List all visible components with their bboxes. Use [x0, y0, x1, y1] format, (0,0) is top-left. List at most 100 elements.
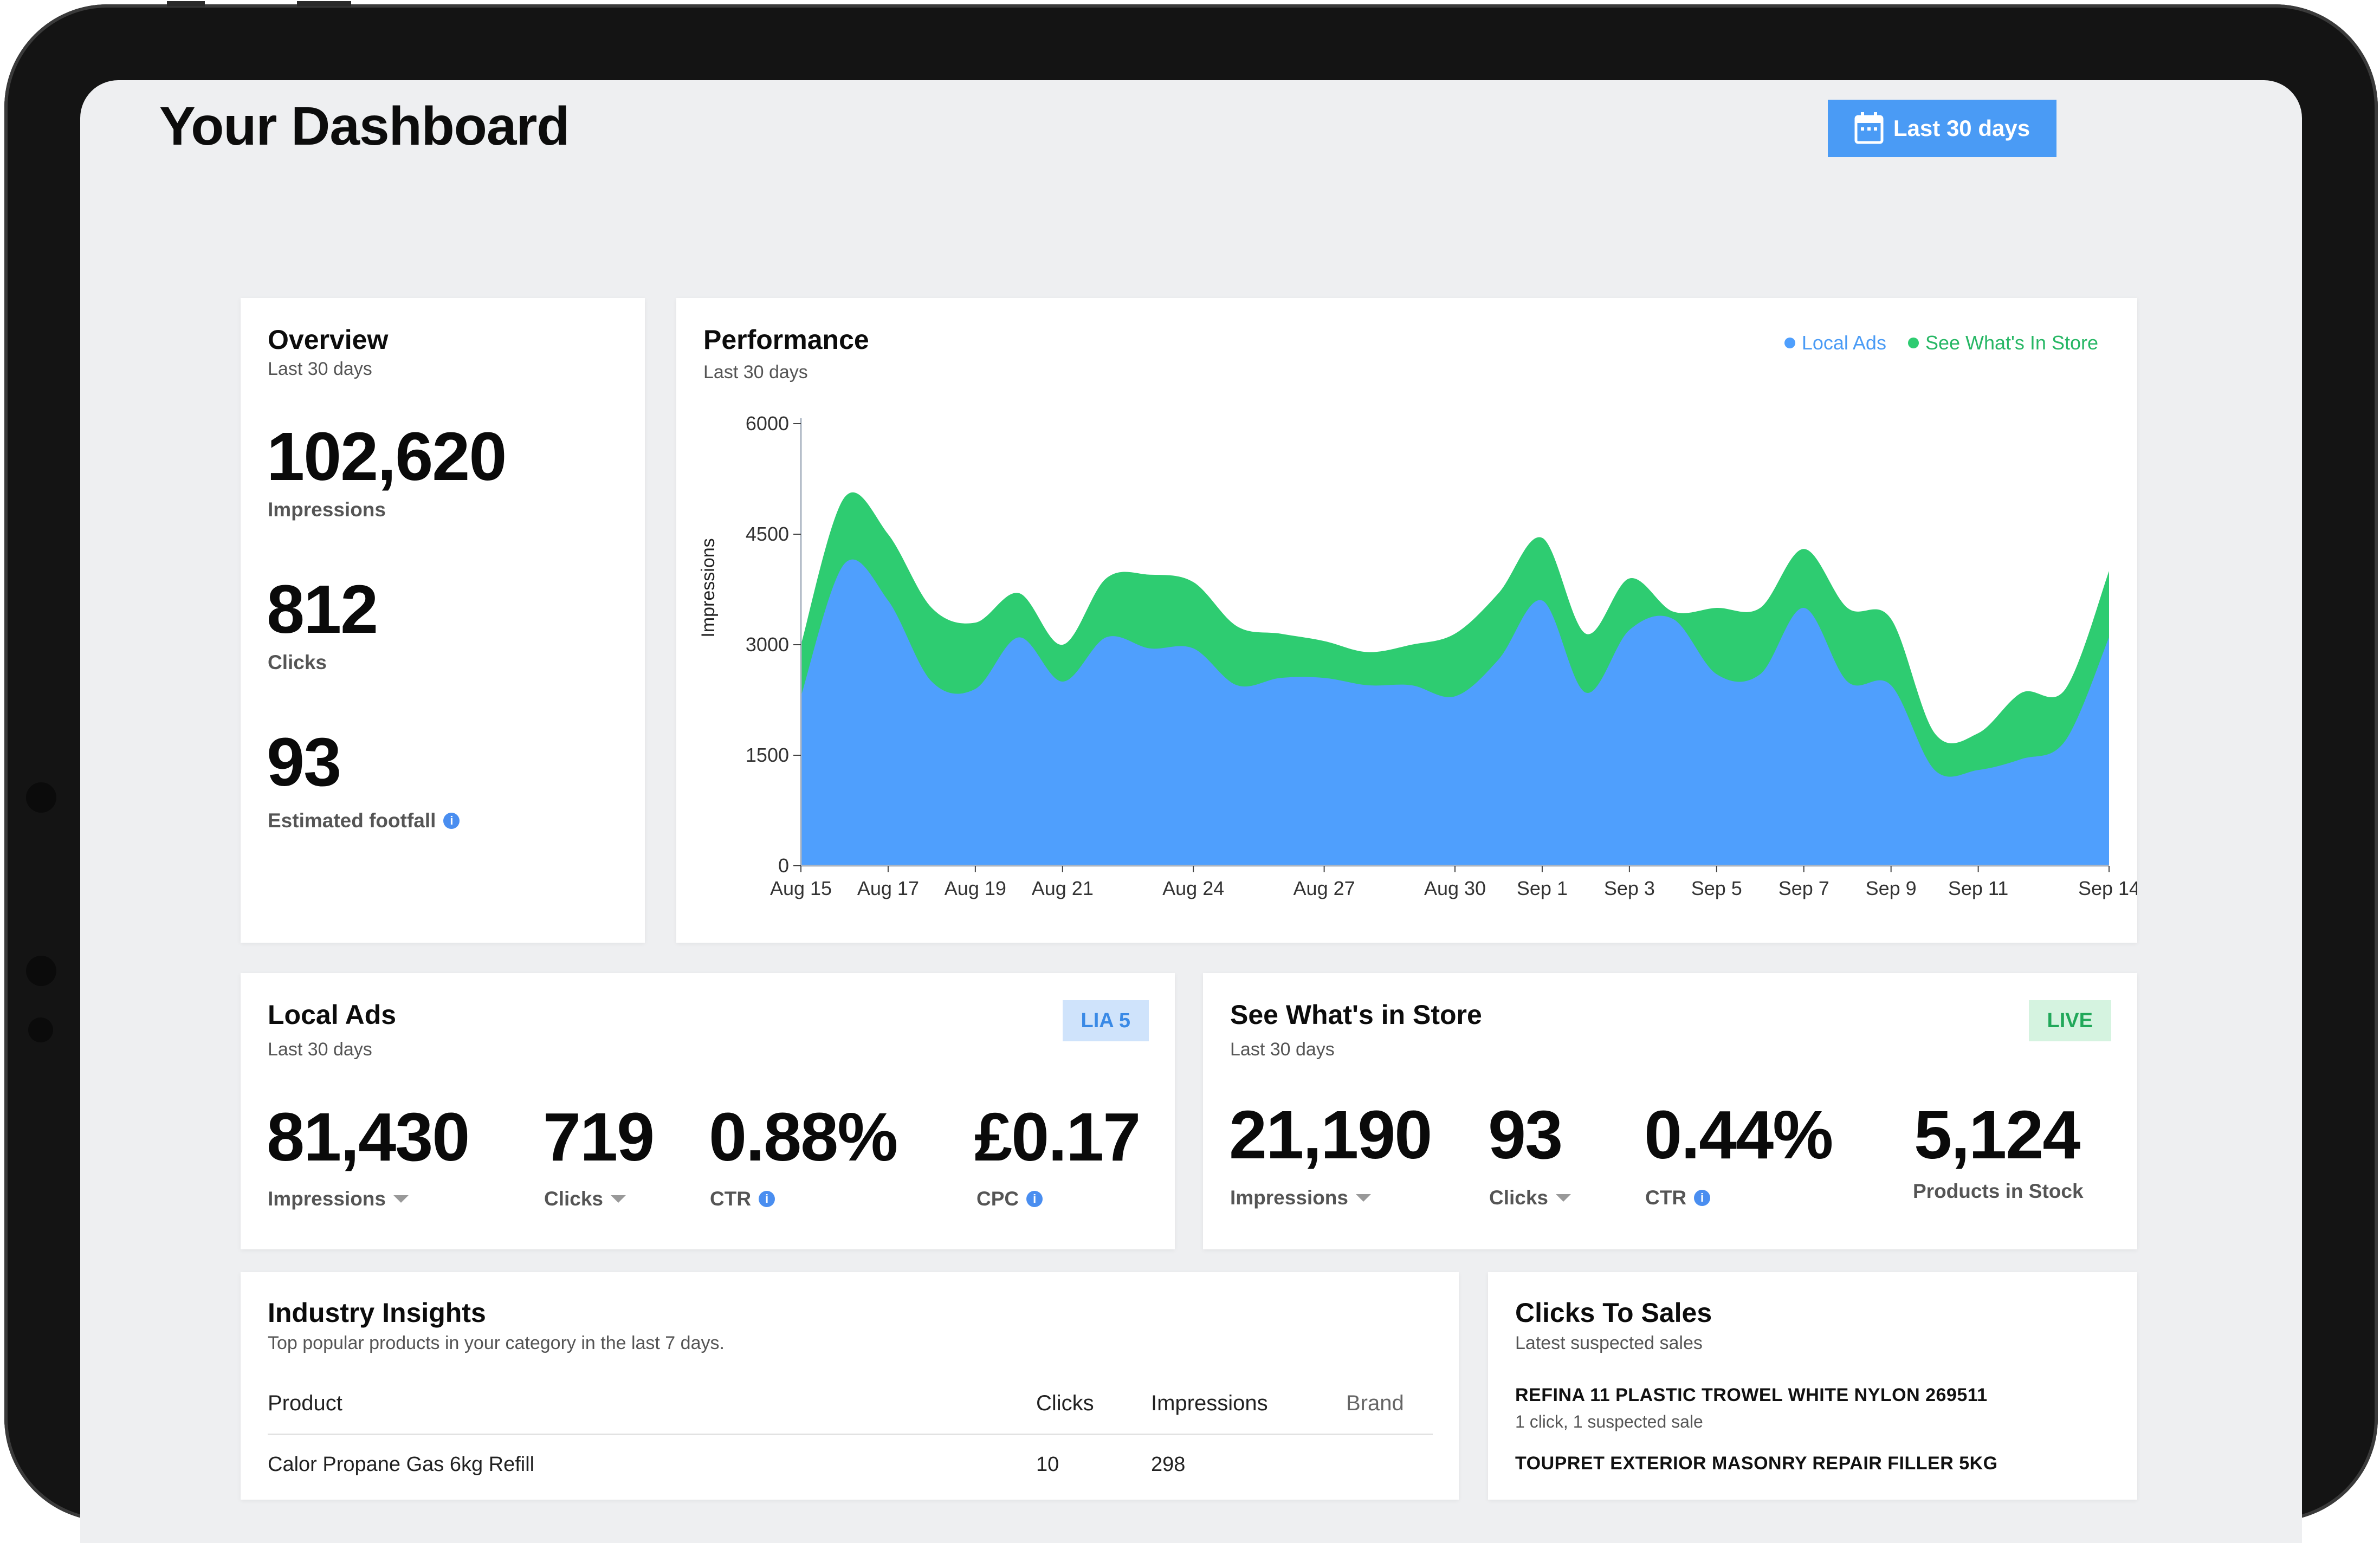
local-ads-cpc-value: £0.17 [974, 1099, 1141, 1175]
in-store-title: See What's in Store [1230, 1000, 1482, 1030]
in-store-ctr-row: CTR i [1645, 1187, 1711, 1209]
cell-impressions: 298 [1151, 1453, 1186, 1476]
sale-item-detail: 1 click, 1 suspected sale [1515, 1412, 1703, 1431]
date-range-label: Last 30 days [1893, 115, 2030, 141]
x-tick-label: Sep 3 [1604, 877, 1655, 899]
date-range-button[interactable]: Last 30 days [1828, 100, 2056, 157]
chevron-down-icon [611, 1195, 626, 1203]
x-tick-label: Sep 14 [2078, 877, 2137, 899]
in-store-clicks-toggle[interactable]: Clicks [1489, 1187, 1571, 1209]
local-ads-cpc-row: CPC i [976, 1188, 1043, 1210]
in-store-stock-value: 5,124 [1914, 1097, 2080, 1173]
sale-item-name: TOUPRET EXTERIOR MASONRY REPAIR FILLER 5… [1515, 1453, 1998, 1474]
local-ads-cpc-label: CPC [976, 1188, 1019, 1210]
local-ads-clicks-label: Clicks [544, 1188, 604, 1210]
page-title: Your Dashboard [159, 96, 570, 157]
clicks-to-sales-card: Clicks To Sales Latest suspected sales R… [1488, 1272, 2137, 1500]
overview-footfall-value: 93 [267, 724, 341, 800]
clicks-to-sales-subtitle: Latest suspected sales [1515, 1333, 1703, 1353]
legend-local-ads-label: Local Ads [1801, 332, 1886, 354]
overview-card: Overview Last 30 days 102,620 Impression… [241, 298, 645, 943]
y-tick-label: 0 [778, 854, 789, 877]
x-tick-label: Aug 15 [770, 877, 832, 899]
live-badge: LIVE [2028, 1000, 2111, 1041]
info-icon[interactable]: i [1694, 1190, 1711, 1206]
x-tick-label: Sep 7 [1778, 877, 1829, 899]
camera-dot-3 [28, 1017, 53, 1042]
info-icon[interactable]: i [443, 813, 460, 829]
local-ads-ctr-label: CTR [710, 1188, 752, 1210]
chevron-down-icon [1355, 1194, 1371, 1202]
y-tick-label: 3000 [746, 633, 789, 656]
y-tick-label: 1500 [746, 744, 789, 766]
y-tick-label: 6000 [746, 412, 789, 435]
in-store-card: See What's in Store Last 30 days LIVE 21… [1203, 973, 2137, 1249]
legend-local-ads[interactable]: Local Ads [1784, 332, 1886, 354]
top-button-right [297, 1, 351, 7]
x-tick-label: Aug 21 [1032, 877, 1094, 899]
in-store-impressions-label: Impressions [1230, 1187, 1348, 1209]
cell-product: Calor Propane Gas 6kg Refill [268, 1453, 535, 1476]
local-ads-title: Local Ads [268, 1000, 397, 1030]
legend-dot-blue [1784, 338, 1795, 348]
local-ads-clicks-value: 719 [543, 1099, 655, 1175]
in-store-ctr-value: 0.44% [1644, 1097, 1833, 1173]
x-tick-label: Sep 5 [1691, 877, 1742, 899]
y-tick-label: 4500 [746, 523, 789, 545]
performance-card: Performance Last 30 days Local Ads See W… [676, 298, 2137, 943]
x-tick-label: Aug 27 [1294, 877, 1355, 899]
chart-legend: Local Ads See What's In Store [1784, 332, 2098, 354]
x-tick-label: Aug 24 [1162, 877, 1224, 899]
in-store-impressions-toggle[interactable]: Impressions [1230, 1187, 1371, 1209]
cell-clicks: 10 [1036, 1453, 1059, 1476]
column-header-impressions[interactable]: Impressions [1151, 1391, 1268, 1415]
local-ads-subtitle: Last 30 days [268, 1039, 372, 1060]
calendar-icon [1854, 112, 1884, 144]
local-ads-ctr-row: CTR i [710, 1188, 775, 1210]
info-icon[interactable]: i [1026, 1191, 1043, 1207]
in-store-clicks-label: Clicks [1489, 1187, 1549, 1209]
overview-clicks-label: Clicks [268, 651, 327, 673]
info-icon[interactable]: i [759, 1191, 775, 1207]
local-ads-impressions-toggle[interactable]: Impressions [268, 1188, 409, 1210]
industry-insights-subtitle: Top popular products in your category in… [268, 1333, 725, 1353]
in-store-subtitle: Last 30 days [1230, 1039, 1335, 1060]
column-header-product[interactable]: Product [268, 1391, 342, 1415]
industry-insights-title: Industry Insights [268, 1298, 486, 1328]
legend-dot-green [1907, 338, 1919, 348]
x-tick-label: Sep 1 [1517, 877, 1568, 899]
overview-title: Overview [268, 325, 389, 355]
performance-subtitle: Last 30 days [703, 362, 808, 382]
local-ads-impressions-value: 81,430 [267, 1099, 470, 1175]
performance-title: Performance [703, 325, 869, 355]
overview-clicks-value: 812 [267, 571, 378, 647]
in-store-ctr-label: CTR [1645, 1187, 1687, 1209]
x-tick-label: Aug 17 [857, 877, 919, 899]
in-store-clicks-value: 93 [1488, 1097, 1563, 1173]
sale-item-name: REFINA 11 PLASTIC TROWEL WHITE NYLON 269… [1515, 1385, 1988, 1405]
industry-insights-card: Industry Insights Top popular products i… [241, 1272, 1459, 1500]
column-header-brand[interactable]: Brand [1346, 1391, 1404, 1415]
overview-subtitle: Last 30 days [268, 359, 372, 379]
overview-footfall-label: Estimated footfall [268, 809, 436, 832]
camera-dot-1 [26, 782, 56, 813]
column-header-clicks[interactable]: Clicks [1036, 1391, 1094, 1415]
overview-impressions-label: Impressions [268, 498, 386, 521]
in-store-stock-label: Products in Stock [1913, 1180, 2084, 1202]
lia-badge: LIA 5 [1062, 1000, 1149, 1041]
clicks-to-sales-title: Clicks To Sales [1515, 1298, 1712, 1328]
camera-dot-2 [26, 956, 56, 986]
local-ads-clicks-toggle[interactable]: Clicks [544, 1188, 626, 1210]
legend-store[interactable]: See What's In Store [1907, 332, 2098, 354]
overview-footfall-label-row: Estimated footfall i [268, 809, 460, 832]
table-divider [268, 1434, 1433, 1435]
local-ads-ctr-value: 0.88% [709, 1099, 898, 1175]
x-tick-label: Aug 30 [1424, 877, 1486, 899]
area-local-ads [801, 559, 2109, 866]
x-tick-label: Sep 11 [1948, 877, 2008, 899]
top-button-left [167, 1, 205, 7]
chevron-down-icon [393, 1195, 409, 1203]
in-store-impressions-value: 21,190 [1229, 1097, 1432, 1173]
overview-impressions-value: 102,620 [267, 418, 507, 495]
local-ads-card: Local Ads Last 30 days LIA 5 81,430 Impr… [241, 973, 1175, 1249]
